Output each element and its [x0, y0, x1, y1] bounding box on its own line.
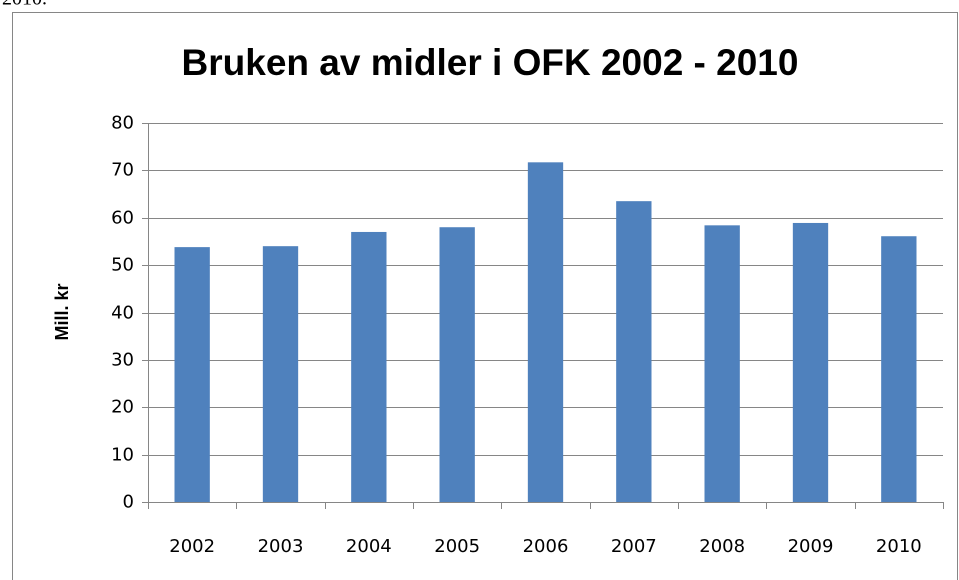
y-tick-label: 20 — [111, 397, 134, 418]
x-tick-label: 2003 — [258, 536, 304, 557]
x-tick-label: 2004 — [346, 536, 392, 557]
x-tick-label: 2008 — [699, 536, 745, 557]
bar — [616, 201, 652, 502]
x-tick-label: 2007 — [611, 536, 657, 557]
bar — [174, 247, 210, 502]
bar — [527, 162, 564, 503]
x-tick-label: 2010 — [876, 536, 922, 557]
chart-title: Bruken av midler i OFK 2002 - 2010 — [182, 42, 799, 83]
y-tick-label: 10 — [111, 445, 134, 466]
y-tick-label: 30 — [111, 350, 134, 371]
x-tick-label: 2002 — [169, 536, 215, 557]
x-tick-label: 2006 — [523, 536, 569, 557]
y-axis-label: Mill. kr — [52, 283, 72, 340]
bar — [704, 225, 740, 502]
bar — [792, 222, 829, 502]
y-tick-label: 60 — [111, 208, 134, 229]
y-tick-label: 70 — [111, 160, 134, 181]
x-tick-label: 2009 — [788, 536, 834, 557]
y-tick-label: 40 — [111, 303, 134, 324]
y-tick-label: 50 — [111, 255, 134, 276]
caption-fragment: 2010. — [2, 0, 47, 10]
bar — [351, 231, 387, 502]
x-tick-label: 2005 — [434, 536, 480, 557]
y-tick-label: 80 — [111, 113, 134, 134]
bar — [262, 246, 299, 502]
y-tick-label: 0 — [123, 492, 134, 513]
bar — [439, 227, 475, 502]
bar — [881, 236, 917, 502]
